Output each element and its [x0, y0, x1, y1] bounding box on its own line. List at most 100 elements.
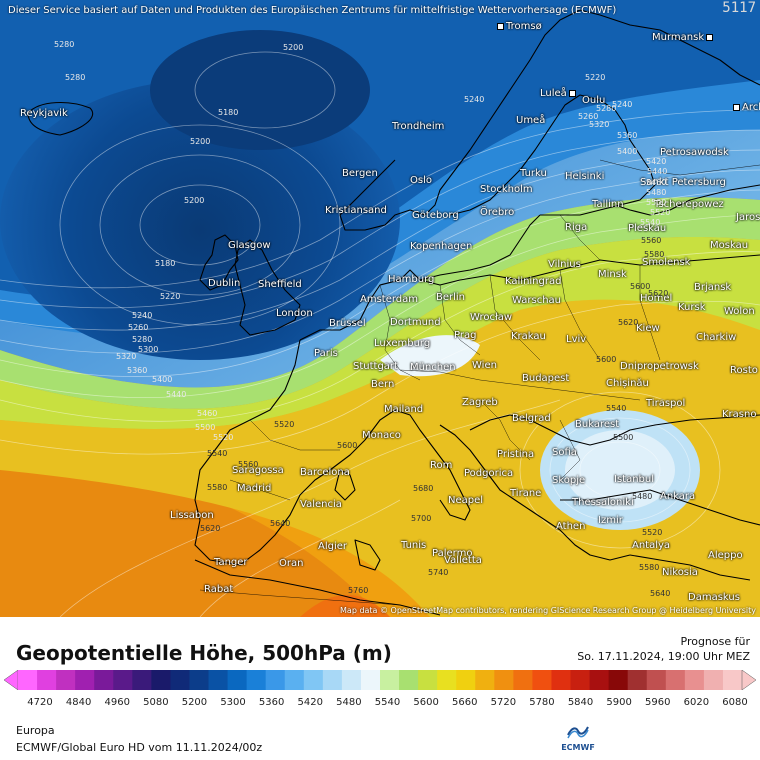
colorbar-segment: [703, 670, 724, 690]
city-label: Bukarest: [575, 419, 620, 430]
colorbar-max-arrow: [741, 670, 756, 690]
city-label: Wrocław: [470, 312, 513, 323]
colorbar-tick-label: 5960: [645, 697, 671, 708]
colorbar-segment: [722, 670, 743, 690]
colorbar-segment: [56, 670, 76, 690]
contour-label: 5600: [337, 441, 358, 450]
city-label: Luxemburg: [374, 338, 431, 349]
colorbar-tick-label: 5420: [297, 697, 323, 708]
map-title: Geopotentielle Höhe, 500hPa (m): [16, 641, 392, 665]
colorbar-segment: [437, 670, 457, 690]
city-label: Dortmund: [390, 317, 441, 328]
city-label: Zagreb: [462, 397, 498, 408]
contour-label: 5480: [632, 492, 653, 501]
city-label: München: [410, 362, 456, 373]
city-label: Tanger: [214, 557, 248, 568]
contour-label: 5400: [617, 147, 638, 156]
city-label: Charkiw: [696, 332, 737, 343]
contour-label: 5580: [644, 250, 665, 259]
color-scale-ticks: 4720 4840 4960 5080 5200 5300 5360 5420 5480 5540…: [0, 697, 760, 711]
contour-label: 5540: [640, 218, 661, 227]
contour-label: 5280: [132, 335, 153, 344]
city-label: Umeå: [516, 115, 546, 126]
contour-label: 5600: [630, 282, 651, 291]
city-label: Budapest: [522, 373, 570, 384]
city-label: Skopje: [552, 475, 586, 486]
city-label: Arch: [733, 102, 760, 113]
city-label: Tiraspol: [646, 398, 686, 409]
city-label: Bergen: [342, 168, 378, 179]
contour-label: 5280: [54, 40, 75, 49]
city-label: Nikosia: [662, 567, 698, 578]
legend-panel: Geopotentielle Höhe, 500hPa (m) Prognose…: [0, 617, 760, 760]
colorbar-segment: [399, 670, 419, 690]
contour-label: 5280: [596, 104, 617, 113]
contour-label: 5620: [618, 318, 639, 327]
city-label: Amsterdam: [360, 294, 419, 305]
city-label: Sheffield: [258, 279, 302, 290]
city-label: Palermo: [432, 548, 473, 559]
city-label: Paris: [314, 348, 338, 359]
colorbar-segment: [189, 670, 210, 690]
city-label: Kristiansand: [325, 205, 387, 216]
colorbar-segment: [208, 670, 229, 690]
city-label: Tromsø: [497, 21, 542, 32]
colorbar-segment: [75, 670, 95, 690]
contour-label: 5240: [612, 100, 633, 109]
colorbar-segment: [513, 670, 533, 690]
colorbar-segment: [246, 670, 267, 690]
city-label: Moskau: [710, 240, 749, 251]
city-label: Oulu: [582, 95, 606, 106]
city-label: Wien: [472, 360, 497, 371]
colorbar-tick-label: 6020: [683, 697, 710, 708]
contour-label: 5260: [578, 112, 599, 121]
city-label: London: [276, 308, 313, 319]
city-label: Riga: [565, 222, 588, 233]
colorbar-segment: [18, 670, 38, 690]
colorbar-segment: [341, 670, 362, 690]
city-label: Sankt Petersburg: [640, 177, 726, 188]
city-label: Minsk: [598, 269, 627, 280]
city-label: Brjansk: [694, 282, 732, 293]
contour-label: 5260: [128, 323, 149, 332]
colorbar-segment: [132, 670, 152, 690]
city-label: Kaliningrad: [505, 276, 562, 287]
city-label: Luleå: [540, 88, 578, 99]
contour-label: 5460: [646, 178, 667, 187]
city-label: Kursk: [678, 302, 706, 313]
contour-label: 5360: [127, 366, 148, 375]
city-label: Kopenhagen: [410, 241, 473, 252]
colorbar-tick-label: 4840: [65, 697, 92, 708]
city-label: Glasgow: [228, 240, 271, 251]
colorbar-segment: [227, 670, 248, 690]
colorbar-tick-label: 5900: [606, 697, 632, 708]
city-label: Tirane: [510, 488, 542, 499]
contour-label: 5320: [116, 352, 137, 361]
city-label: Reykjavik: [20, 108, 68, 119]
colorbar-segment: [532, 670, 552, 690]
contour-label: 5700: [411, 514, 432, 523]
city-label: Murmansk: [652, 32, 715, 43]
colorbar-tick-label: 5200: [181, 697, 208, 708]
city-label: Izmir: [598, 515, 623, 526]
city-label: Berlin: [436, 292, 466, 303]
colorbar-tick-label: 4720: [27, 697, 53, 708]
contour-label: 5180: [155, 259, 176, 268]
city-label: Smolensk: [642, 257, 691, 268]
colorbar-segment: [494, 670, 514, 690]
city-label: Rabat: [204, 584, 234, 595]
city-label: Krakau: [511, 331, 546, 342]
city-label: Turku: [520, 168, 547, 179]
contour-label: 5540: [606, 404, 627, 413]
city-label: Lissabon: [170, 510, 214, 521]
city-label: Antalya: [632, 540, 671, 551]
contour-label: 5520: [213, 433, 234, 442]
contour-label: 5300: [138, 345, 159, 354]
colorbar-segment: [303, 670, 324, 690]
city-label: Monaco: [362, 430, 401, 441]
city-label: Tunis: [401, 540, 427, 551]
colorbar-segment: [170, 670, 190, 690]
city-label: Neapel: [448, 495, 484, 506]
contour-label: 5500: [195, 423, 216, 432]
colorbar-segment: [360, 670, 381, 690]
